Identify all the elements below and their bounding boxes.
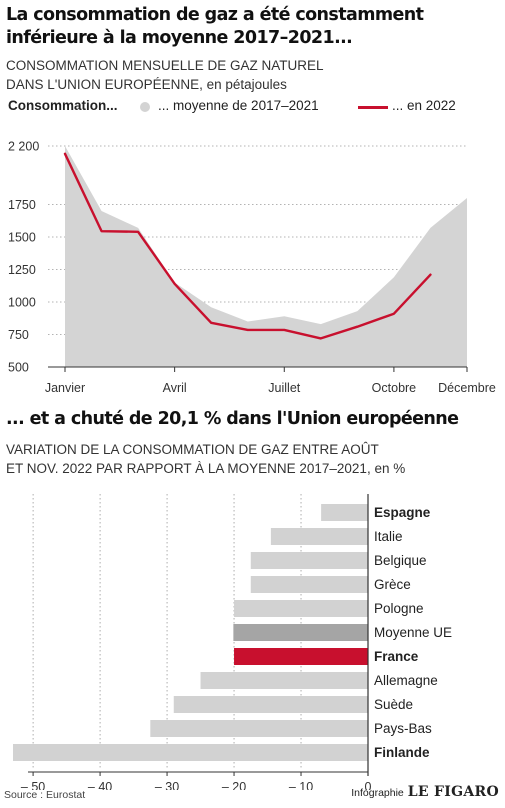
source-note: Source : Eurostat xyxy=(4,789,86,801)
average-2017-2021-area xyxy=(65,146,467,367)
x-tick-label: – 50 xyxy=(21,780,45,790)
x-tick-label: Avril xyxy=(163,381,187,395)
y-tick-label: 1750 xyxy=(8,198,36,212)
bar-label-0: Espagne xyxy=(374,505,431,520)
bar-7 xyxy=(200,672,368,689)
x-tick-label: Juillet xyxy=(268,381,300,395)
bar-label-6: France xyxy=(374,649,419,664)
bar-label-7: Allemagne xyxy=(374,673,438,688)
x-tick-label: – 10 xyxy=(289,780,313,790)
y-tick-label: 1500 xyxy=(8,231,36,245)
x-tick-label: Octobre xyxy=(372,381,417,395)
bar-2 xyxy=(250,552,368,569)
bar-9 xyxy=(150,720,368,737)
brand-credit: Infographie LE FIGARO xyxy=(351,784,499,800)
x-tick-label: – 20 xyxy=(222,780,246,790)
legend-average-label: ... moyenne de 2017–2021 xyxy=(158,98,319,113)
x-tick-label: 0 xyxy=(365,780,372,790)
section-2-subtitle-line-2: ET NOV. 2022 PAR RAPPORT À LA MOYENNE 20… xyxy=(6,461,406,476)
bar-label-8: Suède xyxy=(374,697,413,712)
bar-8 xyxy=(173,696,368,713)
bar-label-1: Italie xyxy=(374,529,403,544)
y-tick-label: 500 xyxy=(8,361,29,375)
y-tick-label: 750 xyxy=(8,328,29,342)
legend-average-marker xyxy=(140,102,150,112)
x-tick-label: Décembre xyxy=(438,381,496,395)
bar-0 xyxy=(321,504,368,521)
bar-1 xyxy=(270,528,368,545)
y-tick-label: 1250 xyxy=(8,263,36,277)
bar-label-9: Pays-Bas xyxy=(374,721,432,736)
subtitle-line-1: CONSOMMATION MENSUELLE DE GAZ NATUREL xyxy=(6,58,324,73)
legend-2022-marker xyxy=(358,106,388,109)
x-tick-label: – 30 xyxy=(155,780,179,790)
section-2-title: ... et a chuté de 20,1 % dans l'Union eu… xyxy=(6,409,459,429)
bar-label-3: Grèce xyxy=(374,577,411,592)
main-title: La consommation de gaz a été constamment… xyxy=(6,5,424,48)
x-tick-label: – 40 xyxy=(88,780,112,790)
series-2022-line xyxy=(63,152,432,340)
brand-prefix: Infographie xyxy=(351,787,404,799)
y-tick-label: 1000 xyxy=(8,296,36,310)
bar-6 xyxy=(234,648,368,665)
monthly-consumption-chart: 2 200 1750 1500 1250 1000 750 500 Janvier Avril J… xyxy=(8,140,496,396)
y-tick-label: 2 200 xyxy=(8,140,39,154)
bar-label-5: Moyenne UE xyxy=(374,625,452,640)
bar-label-2: Belgique xyxy=(374,553,427,568)
chart-legend: Consommation... ... moyenne de 2017–2021… xyxy=(6,96,501,116)
bar-label-4: Pologne xyxy=(374,601,424,616)
bar-label-10: Finlande xyxy=(374,745,430,760)
bar-3 xyxy=(250,576,368,593)
legend-2022-label: ... en 2022 xyxy=(392,98,456,113)
x-tick-label: Janvier xyxy=(45,381,85,395)
legend-title: Consommation... xyxy=(8,98,118,113)
bar-10 xyxy=(13,744,368,761)
brand-logo: LE FIGARO xyxy=(407,784,499,800)
subtitle-line-2: DANS L'UNION EUROPÉENNE, en pétajoules xyxy=(6,77,287,92)
bar-4 xyxy=(234,600,368,617)
section-2-subtitle-line-1: VARIATION DE LA CONSOMMATION DE GAZ ENTR… xyxy=(6,442,379,457)
country-variation-chart: Espagne Italie Belgique Grèce Pologne Moyenne… xyxy=(13,494,452,790)
bar-5 xyxy=(233,624,368,641)
